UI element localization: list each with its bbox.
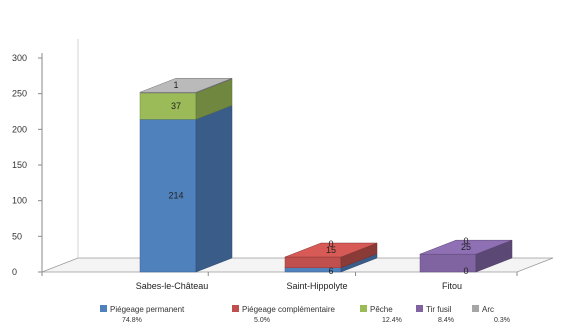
data-label: 0 [463,266,468,276]
y-tick-label: 0 [12,267,17,277]
legend-label: Arc [482,305,494,314]
bar-segment [419,239,513,273]
category-label: Sabes-le-Château [136,281,209,291]
legend-item: Piégeage permanent 74.8% [100,305,185,324]
y-tick-label: 300 [12,53,27,63]
y-tick-label: 100 [12,196,27,206]
legend-label: Piégeage complémentaire [242,305,335,314]
bar-segment [139,78,233,120]
category-label: Saint-Hippolyte [286,281,347,291]
bar-front-face [139,92,197,120]
data-label: 1 [173,80,178,90]
legend-item: Pêche 12.4% [360,305,402,324]
data-label: 6 [328,266,333,276]
legend-swatch [416,305,423,312]
legend-share: 12.4% [382,317,402,324]
y-tick-label: 50 [12,231,22,241]
legend-share: 74.8% [122,317,142,324]
bar-segment [139,77,233,94]
y-tick-label: 200 [12,124,27,134]
bar-top-face [419,239,513,255]
legend-swatch [472,305,479,312]
legend-share: 5.0% [254,317,270,324]
data-label: 15 [326,245,336,255]
legend-share: 0.3% [494,317,510,324]
data-label: 37 [171,101,181,111]
legend-label: Pêche [370,305,393,314]
bar-front-face [139,119,197,273]
category-label: Fitou [442,281,462,291]
legend-item: Piégeage complémentaire 5.0% [232,305,335,324]
y-tick-label: 250 [12,89,27,99]
bar-side-face [195,104,233,273]
legend-swatch [360,305,367,312]
bar-segment [139,104,233,273]
legend-swatch [232,305,239,312]
bar-top-face [284,242,378,258]
data-label: 0 [463,236,468,246]
y-tick-label: 150 [12,160,27,170]
legend-label: Piégeage permanent [110,305,185,314]
legend-item: Tir fusil 8.4% [416,305,454,324]
data-label: 0 [328,239,333,249]
bar-segment [284,242,378,269]
legend-label: Tir fusil [426,305,452,314]
legend-swatch [100,305,107,312]
data-label: 214 [168,191,183,201]
bar-top-face [139,77,233,93]
legend-share: 8.4% [438,317,454,324]
data-label: 25 [461,242,471,252]
